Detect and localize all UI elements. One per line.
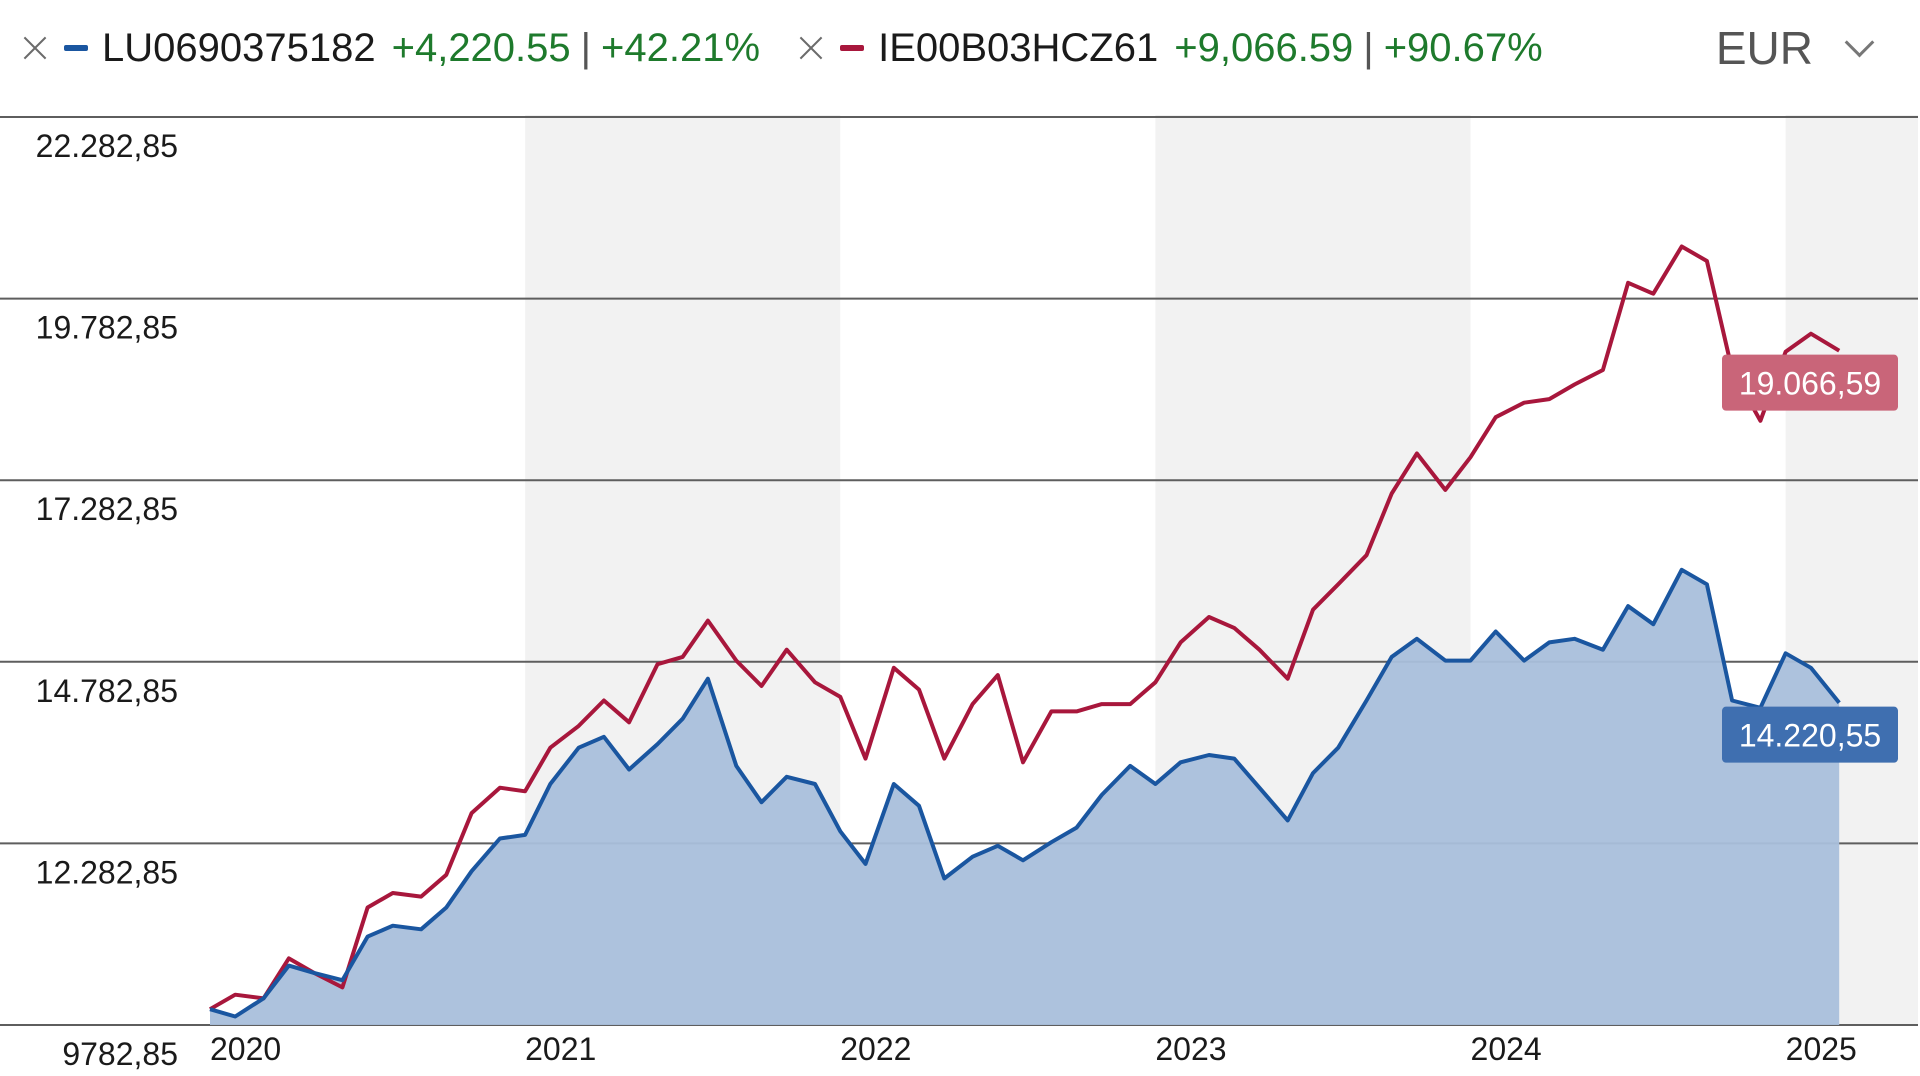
y-tick-label: 14.782,85 xyxy=(36,673,178,709)
end-value-labels: 19.066,59 14.220,55 xyxy=(1722,354,1898,763)
x-tick-label: 2025 xyxy=(1786,1031,1857,1067)
series-1-change-pct: +42.21% xyxy=(601,25,761,70)
series-1-line xyxy=(209,567,1841,1019)
y-tick-label: 22.282,85 xyxy=(36,128,178,164)
x-axis-labels: 2020 2021 2022 2023 2024 2025 xyxy=(210,1031,1857,1067)
end-label-series-1: 14.220,55 xyxy=(1722,706,1898,763)
y-tick-label: 19.782,85 xyxy=(36,310,178,346)
y-tick-label: 12.282,85 xyxy=(36,854,178,890)
series-1-isin: LU0690375182 xyxy=(102,25,376,70)
x-tick-label: 2020 xyxy=(210,1031,281,1067)
series-layer xyxy=(209,244,1841,1025)
series-1-area xyxy=(210,569,1840,1025)
end-label-box xyxy=(1722,354,1898,411)
y-tick-label: 9782,85 xyxy=(62,1036,178,1072)
series-2-change-pct: +90.67% xyxy=(1383,25,1543,70)
series-2-change-abs: +9,066.59 xyxy=(1174,25,1354,70)
currency-value: EUR xyxy=(1715,22,1813,74)
series-1-swatch xyxy=(64,45,88,51)
y-axis-labels: 22.282,85 19.782,85 17.282,85 14.782,85 12.2… xyxy=(36,128,178,1072)
x-tick-label: 2021 xyxy=(525,1031,596,1067)
legend-item-series-1: LU0690375182 +4,220.55 | +42.21% xyxy=(20,26,760,71)
series-2-separator: | xyxy=(1363,25,1374,70)
currency-select[interactable]: EUR xyxy=(1715,18,1875,78)
series-2-swatch xyxy=(840,45,865,51)
chart-legend: LU0690375182 +4,220.55 | +42.21% IE00B03… xyxy=(20,18,1579,78)
series-1-separator: | xyxy=(580,25,592,70)
x-tick-label: 2023 xyxy=(1155,1031,1226,1067)
series-2-line xyxy=(209,244,1841,1011)
x-tick-label: 2024 xyxy=(1471,1031,1542,1067)
legend-item-series-2: IE00B03HCZ61 +9,066.59 | +90.67% xyxy=(796,26,1543,71)
x-tick-label: 2022 xyxy=(840,1031,911,1067)
end-label-box xyxy=(1722,706,1898,763)
series-1-change-abs: +4,220.55 xyxy=(391,25,571,70)
end-label-series-2: 19.066,59 xyxy=(1722,354,1898,411)
y-tick-label: 17.282,85 xyxy=(36,491,178,527)
series-2-isin: IE00B03HCZ61 xyxy=(878,25,1159,70)
end-label-text: 19.066,59 xyxy=(1739,366,1881,402)
end-label-text: 14.220,55 xyxy=(1739,718,1881,754)
